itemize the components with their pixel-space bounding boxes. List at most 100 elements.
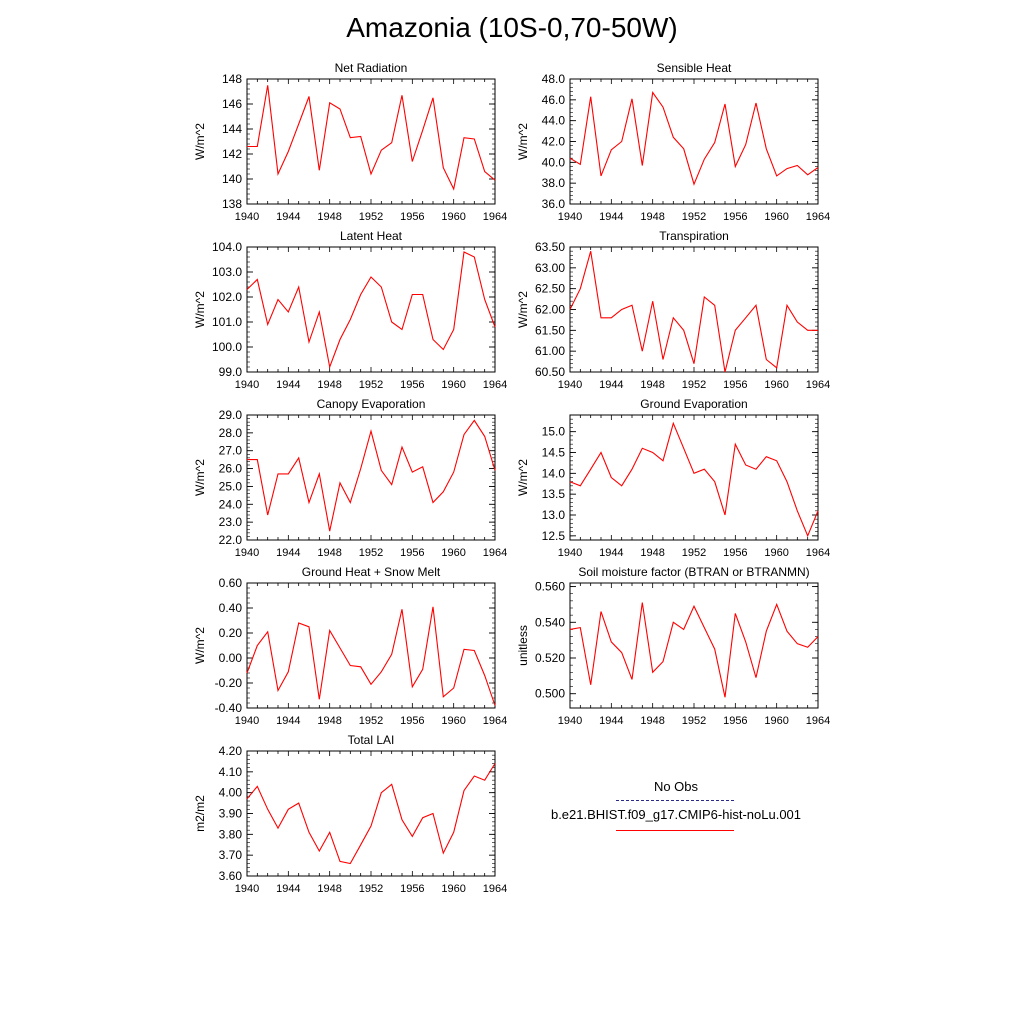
x-tick-label: 1940: [558, 211, 582, 223]
y-axis-label: W/m^2: [193, 459, 207, 496]
y-tick-label: 104.0: [212, 240, 242, 254]
x-tick-label: 1944: [276, 547, 300, 559]
x-tick-label: 1948: [640, 715, 664, 727]
y-tick-label: 100.0: [212, 340, 242, 354]
y-tick-label: 38.0: [542, 176, 566, 190]
series-line: [569, 602, 819, 698]
x-tick-label: 1956: [723, 211, 747, 223]
panel-title: Net Radiation: [335, 61, 408, 75]
x-tick-label: 1944: [599, 715, 623, 727]
y-tick-label: 148: [222, 72, 242, 86]
y-tick-label: 12.5: [542, 529, 566, 543]
figure-title: Amazonia (10S-0,70-50W): [346, 12, 678, 43]
y-tick-label: 4.10: [219, 765, 243, 779]
y-tick-label: 29.0: [219, 408, 243, 422]
y-tick-label: 14.0: [542, 466, 566, 480]
y-axis-label: unitless: [516, 625, 530, 666]
x-tick-label: 1944: [276, 883, 300, 895]
y-tick-label: 24.0: [219, 497, 243, 511]
y-axis-label: W/m^2: [516, 291, 530, 328]
x-tick-label: 1960: [441, 715, 465, 727]
y-axis-label: W/m^2: [516, 459, 530, 496]
x-tick-label: 1964: [483, 211, 507, 223]
x-tick-label: 1964: [806, 547, 830, 559]
y-tick-label: 3.60: [219, 869, 243, 883]
x-tick-label: 1960: [441, 379, 465, 391]
y-tick-label: 14.5: [542, 446, 566, 460]
y-tick-label: 27.0: [219, 444, 243, 458]
panel-9: 1940 1944 1948 1952 1956 1960 1964 3.60 3.70 3.80…: [193, 733, 507, 895]
x-tick-label: 1948: [640, 547, 664, 559]
panel-1: 1940 1944 1948 1952 1956 1960 1964 138 140 142 144…: [193, 61, 507, 223]
panel-frame: [246, 78, 496, 205]
panel-frame: [246, 246, 496, 373]
y-tick-label: 102.0: [212, 290, 242, 304]
series-line: [246, 763, 496, 865]
x-tick-label: 1960: [764, 547, 788, 559]
y-tick-label: -0.20: [215, 676, 243, 690]
legend-obs-label: No Obs: [653, 779, 699, 794]
y-tick-label: 140: [222, 172, 242, 186]
y-tick-label: 23.0: [219, 515, 243, 529]
x-tick-label: 1956: [723, 379, 747, 391]
y-tick-label: 46.0: [542, 93, 566, 107]
y-axis-label: W/m^2: [193, 123, 207, 160]
y-tick-label: 25.0: [219, 479, 243, 493]
x-tick-label: 1948: [317, 715, 341, 727]
y-tick-label: 99.0: [219, 365, 243, 379]
panel-title: Ground Evaporation: [640, 397, 747, 411]
panel-3: 1940 1944 1948 1952 1956 1960 1964 99.0 100.0 101…: [193, 229, 507, 391]
y-tick-label: 3.90: [219, 807, 243, 821]
y-tick-label: 0.60: [219, 576, 243, 590]
x-tick-label: 1948: [317, 211, 341, 223]
y-axis-label: W/m^2: [516, 123, 530, 160]
panel-title: Canopy Evaporation: [317, 397, 426, 411]
x-tick-label: 1956: [723, 547, 747, 559]
x-tick-label: 1940: [235, 379, 259, 391]
x-tick-label: 1952: [359, 547, 383, 559]
x-tick-label: 1956: [400, 379, 424, 391]
y-tick-label: 138: [222, 197, 242, 211]
panel-frame: [569, 414, 819, 541]
x-tick-label: 1944: [599, 547, 623, 559]
x-tick-label: 1940: [235, 715, 259, 727]
panel-title: Soil moisture factor (BTRAN or BTRANMN): [578, 565, 809, 579]
x-tick-label: 1940: [235, 547, 259, 559]
panel-title: Transpiration: [659, 229, 729, 243]
x-tick-label: 1940: [558, 547, 582, 559]
panel-2: 1940 1944 1948 1952 1956 1960 1964 36.0 38.0 40.0…: [516, 61, 830, 223]
x-tick-label: 1940: [235, 211, 259, 223]
x-tick-label: 1964: [483, 883, 507, 895]
x-tick-label: 1944: [599, 211, 623, 223]
y-tick-label: -0.40: [215, 701, 243, 715]
series-line: [569, 91, 819, 186]
x-tick-label: 1960: [441, 883, 465, 895]
x-tick-label: 1944: [276, 211, 300, 223]
x-tick-label: 1952: [682, 715, 706, 727]
legend-model-line: [616, 830, 734, 831]
x-tick-label: 1956: [400, 883, 424, 895]
y-tick-label: 26.0: [219, 462, 243, 476]
y-tick-label: 101.0: [212, 315, 242, 329]
x-tick-label: 1952: [359, 883, 383, 895]
x-tick-label: 1944: [276, 379, 300, 391]
panel-title: Total LAI: [348, 733, 395, 747]
panel-title: Ground Heat + Snow Melt: [302, 565, 441, 579]
x-tick-label: 1960: [441, 547, 465, 559]
y-tick-label: 144: [222, 122, 242, 136]
x-tick-label: 1948: [317, 379, 341, 391]
panel-title: Latent Heat: [340, 229, 403, 243]
x-tick-label: 1952: [359, 715, 383, 727]
y-tick-label: 42.0: [542, 135, 566, 149]
y-tick-label: 0.520: [535, 651, 565, 665]
x-tick-label: 1956: [400, 715, 424, 727]
x-tick-label: 1960: [764, 379, 788, 391]
panel-6: 1940 1944 1948 1952 1956 1960 1964 12.5 13.0 13.5…: [516, 397, 830, 559]
panel-8: 1940 1944 1948 1952 1956 1960 1964 0.500 0.520 0.…: [516, 565, 830, 727]
y-tick-label: 63.50: [535, 240, 565, 254]
y-axis-label: m2/m2: [193, 795, 207, 832]
y-tick-label: 0.40: [219, 601, 243, 615]
y-tick-label: 103.0: [212, 265, 242, 279]
y-tick-label: 0.540: [535, 615, 565, 629]
